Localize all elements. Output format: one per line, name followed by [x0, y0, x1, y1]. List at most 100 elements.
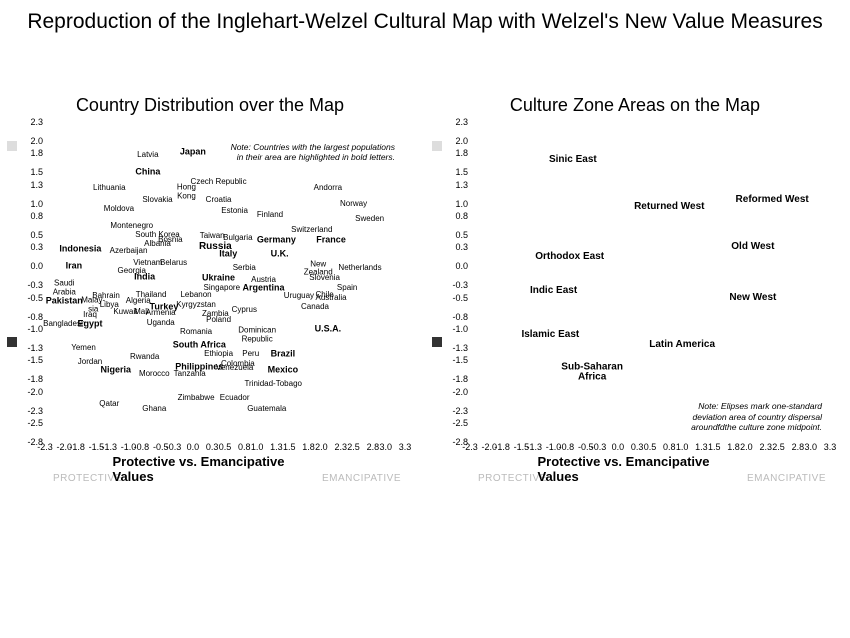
- country-label: Indonesia: [59, 245, 101, 254]
- xtick: 2.3: [759, 442, 772, 452]
- right-yaxis: 2.32.01.81.51.31.00.80.50.30.0-0.3-0.5-0…: [440, 122, 470, 452]
- xtick: -0.3: [591, 442, 607, 452]
- left-yaxis: 2.32.01.81.51.31.00.80.50.30.0-0.3-0.5-0…: [15, 122, 45, 452]
- country-label: Latvia: [137, 150, 158, 158]
- xtick: -2.3: [37, 442, 53, 452]
- ytick: -0.8: [15, 312, 43, 322]
- ytick: 0.8: [15, 211, 43, 221]
- ytick: 0.5: [440, 230, 468, 240]
- country-label: Belarus: [160, 259, 187, 267]
- country-label: Ukraine: [202, 273, 235, 282]
- xtick: 0.5: [644, 442, 657, 452]
- country-label: Tanzania: [174, 370, 206, 378]
- country-label: Morocco: [139, 370, 170, 378]
- xtick: 0.8: [663, 442, 676, 452]
- country-label: Slovenia: [309, 273, 340, 281]
- ytick: -1.3: [440, 343, 468, 353]
- ytick: -2.5: [15, 418, 43, 428]
- country-label: Australia: [316, 293, 347, 301]
- country-label: Italy: [219, 249, 237, 258]
- country-label: Uganda: [147, 319, 175, 327]
- ytick: -1.8: [15, 374, 43, 384]
- right-plot-area: Note: Elipses mark one-standarddeviation…: [470, 122, 830, 442]
- zone-label: Orthodox East: [535, 252, 604, 263]
- country-label: Spain: [337, 284, 357, 292]
- legend-square-icon: [432, 141, 442, 151]
- country-label: Moldova: [104, 204, 134, 212]
- ytick: 1.5: [15, 167, 43, 177]
- country-label: Estonia: [221, 207, 248, 215]
- country-label: Mexico: [268, 365, 299, 374]
- zone-label: Sub-SaharanAfrica: [561, 362, 623, 383]
- right-plot: 2.32.01.81.51.31.00.80.50.30.0-0.3-0.5-0…: [440, 122, 830, 452]
- ytick: 1.8: [15, 148, 43, 158]
- ytick: 2.0: [440, 136, 468, 146]
- country-label: Guatemala: [247, 405, 286, 413]
- country-label: Uruguay: [284, 292, 314, 300]
- ytick: 1.0: [440, 199, 468, 209]
- country-label: Croatia: [206, 196, 232, 204]
- ytick: -1.5: [15, 355, 43, 365]
- country-label: Colombia: [221, 359, 255, 367]
- ytick: 1.8: [440, 148, 468, 158]
- xtick: -2.3: [462, 442, 478, 452]
- country-label: Germany: [257, 235, 296, 244]
- right-panel-title: Culture Zone Areas on the Map: [425, 95, 845, 116]
- zone-label: New West: [729, 292, 776, 303]
- xtick: 1.3: [270, 442, 283, 452]
- country-label: Cyprus: [232, 306, 257, 314]
- panel-right: Culture Zone Areas on the Map 2.3 2.0 1.8 1…: [425, 95, 845, 475]
- left-xaxis-label: Protective vs. Emancipative Values: [113, 454, 308, 484]
- xtick: -0.3: [166, 442, 182, 452]
- ytick: -2.3: [440, 406, 468, 416]
- ytick: 0.3: [15, 242, 43, 252]
- country-label: Switzerland: [291, 226, 332, 234]
- zone-label: Islamic East: [521, 330, 579, 341]
- ytick: -0.5: [440, 293, 468, 303]
- zone-label: Reformed West: [736, 195, 809, 206]
- country-label: Ecuador: [220, 394, 250, 402]
- xtick: 0.3: [631, 442, 644, 452]
- left-plot-area: Note: Countries with the largest populat…: [45, 122, 405, 442]
- ytick: -1.5: [440, 355, 468, 365]
- xtick: 2.8: [367, 442, 380, 452]
- country-label: HongKong: [177, 184, 196, 201]
- country-label: Romania: [180, 328, 212, 336]
- ytick: -1.0: [440, 324, 468, 334]
- country-label: Azerbaijan: [110, 246, 148, 254]
- xtick: 2.5: [772, 442, 785, 452]
- country-label: Qatar: [99, 400, 119, 408]
- axis-sublabel-emancipative: EMANCIPATIVE: [747, 473, 826, 484]
- country-label: Argentina: [243, 284, 285, 293]
- country-label: Iran: [66, 262, 83, 271]
- country-label: U.K.: [271, 249, 289, 258]
- xtick: 3.3: [399, 442, 412, 452]
- panel-left: Country Distribution over the Map 2.32.0…: [0, 95, 420, 475]
- country-label: Norway: [340, 199, 367, 207]
- xtick: -1.3: [527, 442, 543, 452]
- left-note: Note: Countries with the largest populat…: [231, 142, 395, 162]
- xtick: -1.8: [69, 442, 85, 452]
- country-label: Czech Republic: [191, 177, 247, 185]
- xtick: 0.5: [219, 442, 232, 452]
- country-label: Slovakia: [142, 196, 172, 204]
- country-label: Lithuania: [93, 184, 125, 192]
- xtick: 0.0: [187, 442, 200, 452]
- country-label: Rwanda: [130, 353, 159, 361]
- ytick: -0.3: [15, 280, 43, 290]
- country-label: Japan: [180, 147, 206, 156]
- page-title: Reproduction of the Inglehart-Welzel Cul…: [0, 0, 850, 34]
- xtick: -0.8: [134, 442, 150, 452]
- country-label: Ghana: [142, 405, 166, 413]
- left-plot: 2.32.01.81.51.31.00.80.50.30.0-0.3-0.5-0…: [15, 122, 405, 452]
- ytick: -2.0: [15, 387, 43, 397]
- country-label: Serbia: [233, 263, 256, 271]
- country-label: Pakistan: [46, 296, 83, 305]
- xtick: 2.8: [792, 442, 805, 452]
- zone-label: Old West: [731, 242, 774, 253]
- xtick: 2.5: [347, 442, 360, 452]
- country-label: Poland: [206, 315, 231, 323]
- country-label: Yemen: [71, 344, 96, 352]
- country-label: Armenia: [146, 309, 176, 317]
- xtick: 2.0: [740, 442, 753, 452]
